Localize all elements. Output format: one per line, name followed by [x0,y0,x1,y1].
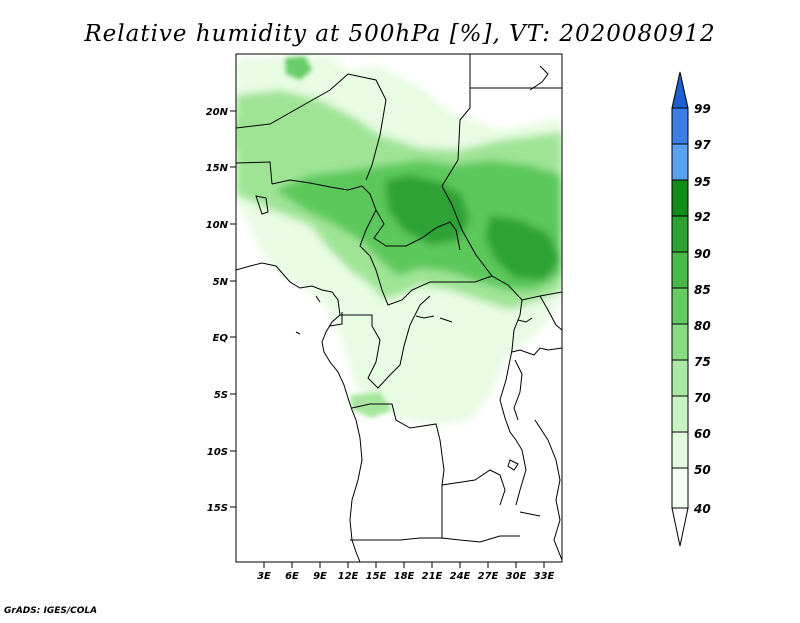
colorbar-swatch [671,323,689,361]
lon-label: 18E [394,571,415,582]
coastline [236,262,363,562]
colorbar-label: 75 [694,355,711,369]
longitude-axis: 3E 6E 9E 12E 15E 18E 21E 24E 27E 30E 33E [257,562,555,582]
lon-label: 21E [422,571,443,582]
colorbar-label: 60 [694,427,711,441]
border-line [441,485,520,543]
lake-outline [295,331,301,335]
colorbar-label: 85 [694,283,711,297]
latitude-axis: 20N 15N 10N 5N EQ 5S 10S 15S [206,107,236,514]
colorbar-swatch [671,395,689,433]
colorbar-label: 40 [693,502,711,516]
border-line [529,65,549,91]
colorbar-label: 97 [694,138,711,152]
country-borders [236,54,562,562]
humidity-patch [236,112,272,150]
colorbar-swatch [671,143,689,181]
lon-label: 30E [506,571,527,582]
lat-label: 15N [206,163,229,174]
lake-outline [415,315,435,319]
colorbar-label: 99 [694,102,711,116]
lon-label: 12E [338,571,359,582]
border-line [350,537,442,541]
border-line [329,312,343,327]
colorbar-swatch [671,431,689,469]
border-line [534,419,562,561]
border-line [351,403,506,506]
colorbar-label: 92 [694,210,711,224]
border-line [513,359,523,421]
humidity-patch [285,56,312,80]
lake-outline [519,511,541,517]
lake-outline [315,295,321,303]
border-line [340,295,431,389]
lat-label: 15S [207,503,228,514]
border-line [373,209,461,251]
lon-label: 15E [366,571,387,582]
lake-outline [517,317,533,323]
colorbar-label: 70 [694,391,711,405]
colorbar-label: 50 [694,463,711,477]
lon-label: 3E [257,571,271,582]
lon-label: 33E [534,571,555,582]
lon-label: 9E [313,571,327,582]
humidity-zone-max [485,215,560,280]
lat-label: 20N [206,107,229,118]
colorbar-swatch [671,359,689,397]
colorbar-label: 90 [694,247,711,261]
colorbar-label: 95 [694,175,711,189]
island-outline [255,195,269,215]
humidity-patch [395,90,430,120]
credit-text: GrADS: IGES/COLA [4,606,97,616]
colorbar-swatch [671,287,689,325]
colorbar-label: 80 [694,319,711,333]
lat-label: 5S [214,390,228,401]
colorbar-swatch [671,215,689,253]
lon-label: 27E [478,571,499,582]
border-line [271,179,377,211]
border-line [236,73,387,181]
colorbar: 99 97 95 92 90 85 80 75 70 60 50 40 [671,71,711,547]
lon-label: 24E [450,571,471,582]
colorbar-swatch [671,107,689,145]
humidity-patch [350,392,392,418]
lat-label: 5N [213,277,229,288]
lake-outline [507,459,519,471]
colorbar-swatch [671,467,689,509]
lake-outline [439,317,453,323]
lat-label: 10S [207,447,228,458]
lon-label: 6E [285,571,299,582]
colorbar-swatch [671,251,689,289]
lat-label: EQ [213,333,229,344]
humidity-field [236,54,562,562]
colorbar-swatch [671,179,689,217]
border-line [359,209,493,306]
lat-label: 10N [206,220,229,231]
colorbar-top-arrow [671,71,689,109]
map-title: Relative humidity at 500hPa [%], VT: 202… [83,21,715,47]
colorbar-bottom-arrow [671,507,689,547]
map-frame [235,53,563,563]
border-line [539,295,562,331]
border-line [499,299,527,506]
border-line [236,161,273,185]
border-line [511,347,562,356]
humidity-zone-max [385,175,470,245]
